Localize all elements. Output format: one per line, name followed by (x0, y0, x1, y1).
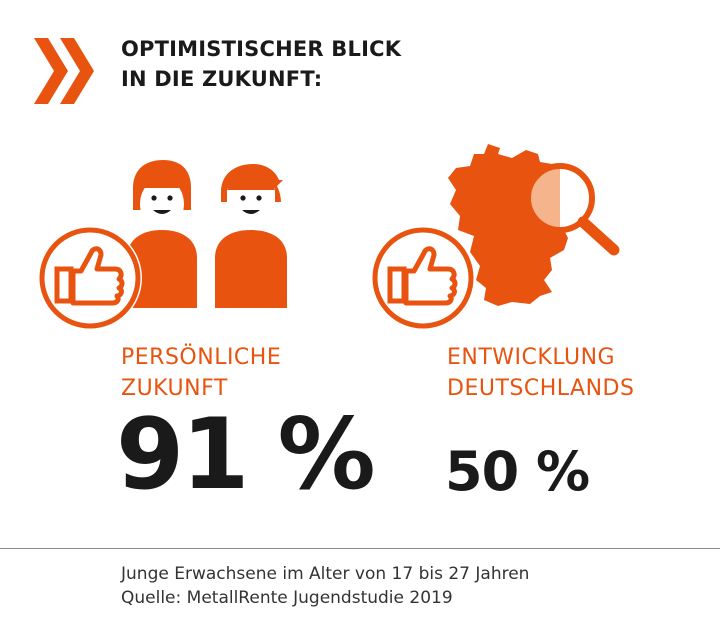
title-line-2: IN DIE ZUKUNFT: (121, 67, 323, 91)
footer: Junge Erwachsene im Alter von 17 bis 27 … (121, 562, 529, 610)
right-label-line-2: DEUTSCHLANDS (447, 376, 635, 401)
left-label-line-1: PERSÖNLICHE (121, 345, 282, 370)
left-label: PERSÖNLICHE ZUKUNFT (121, 342, 281, 404)
footer-line-2: Quelle: MetallRente Jugendstudie 2019 (121, 588, 453, 608)
divider (0, 548, 720, 549)
double-chevron-right-icon (34, 38, 94, 104)
right-percentage-value: 50 % (445, 440, 590, 503)
germany-map-icon (448, 144, 620, 306)
page-title: OPTIMISTISCHER BLICK IN DIE ZUKUNFT: (121, 34, 401, 94)
right-label: ENTWICKLUNG DEUTSCHLANDS (447, 342, 634, 404)
two-people-icon (127, 160, 287, 308)
footer-line-1: Junge Erwachsene im Alter von 17 bis 27 … (121, 564, 530, 584)
right-label-line-1: ENTWICKLUNG (447, 345, 616, 370)
thumbs-up-icon (38, 226, 142, 330)
left-label-line-2: ZUKUNFT (121, 376, 228, 401)
left-percentage-value: 91 % (116, 398, 376, 512)
thumbs-up-icon (371, 226, 475, 330)
title-line-1: OPTIMISTISCHER BLICK (121, 37, 402, 61)
